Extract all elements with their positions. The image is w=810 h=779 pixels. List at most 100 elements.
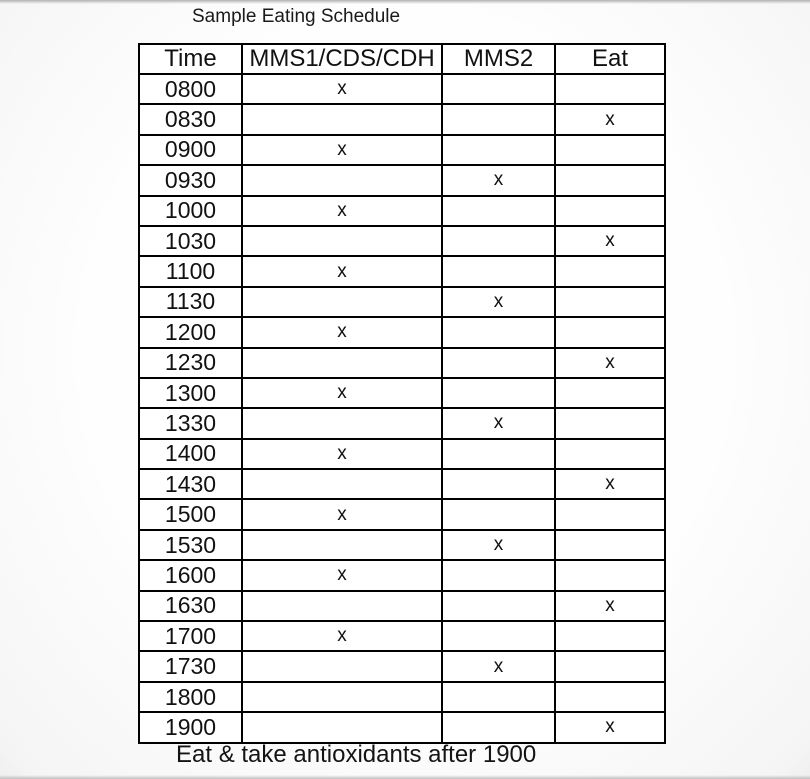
mark-cell [441, 316, 556, 349]
time-cell: 0800 [138, 72, 243, 106]
table-row: 1030 x [138, 224, 666, 258]
table-row: 1430 x [138, 468, 666, 501]
time-cell: 1700 [138, 620, 243, 653]
mark-cell [441, 103, 556, 136]
mark-cell [554, 316, 666, 349]
table-row: 1530 x [138, 528, 666, 562]
mark-cell: x [241, 437, 443, 471]
mark-cell [441, 255, 556, 288]
table-row: 1400 x [138, 437, 666, 471]
table-row: 1000 x [138, 194, 666, 227]
mark-cell [441, 620, 556, 653]
mark-cell [441, 133, 556, 167]
mark-cell [554, 559, 666, 592]
time-cell: 1300 [138, 376, 243, 410]
page-edge-top [0, 0, 810, 4]
time-cell: 1230 [138, 346, 243, 379]
table-row: 1330 x [138, 407, 666, 440]
mark-cell: x [241, 133, 443, 167]
mark-cell: x [241, 498, 443, 531]
time-cell: 1200 [138, 316, 243, 349]
table-row: 1800 [138, 680, 666, 714]
mark-cell: x [241, 559, 443, 592]
table-row: 1500 x [138, 498, 666, 531]
mark-cell: x [441, 650, 556, 683]
time-cell: 1100 [138, 255, 243, 288]
time-cell: 1500 [138, 498, 243, 531]
mark-cell: x [554, 346, 666, 379]
mark-cell [241, 103, 443, 136]
table-row: 0830 x [138, 103, 666, 136]
mark-cell [241, 407, 443, 440]
mark-cell [554, 164, 666, 197]
page-title: Sample Eating Schedule [192, 6, 401, 27]
table-row: 0930 x [138, 164, 666, 197]
table-row: 0900 x [138, 133, 666, 167]
mark-cell: x [241, 194, 443, 227]
time-cell: 0830 [138, 103, 243, 136]
mark-cell: x [554, 103, 666, 136]
mark-cell [441, 498, 556, 531]
table-row: 1630 x [138, 589, 666, 623]
mark-cell [554, 680, 666, 714]
mark-cell [554, 255, 666, 288]
table-row: 1230 x [138, 346, 666, 379]
mark-cell: x [441, 528, 556, 562]
mark-cell [441, 589, 556, 623]
mark-cell [554, 376, 666, 410]
mark-cell: x [241, 72, 443, 106]
mark-cell: x [554, 468, 666, 501]
time-cell: 0930 [138, 164, 243, 197]
mark-cell [441, 680, 556, 714]
column-header-time: Time [138, 43, 243, 75]
mark-cell [441, 224, 556, 258]
mark-cell [241, 650, 443, 683]
mark-cell [441, 559, 556, 592]
table-row: 0800 x [138, 72, 666, 106]
table-row: 1900 x [138, 711, 666, 744]
mark-cell [241, 711, 443, 744]
footer-note: Eat & take antioxidants after 1900 [176, 741, 537, 768]
mark-cell [241, 468, 443, 501]
mark-cell: x [241, 316, 443, 349]
mark-cell [441, 72, 556, 106]
mark-cell [554, 72, 666, 106]
column-header-mms2: MMS2 [441, 43, 556, 75]
mark-cell: x [441, 285, 556, 319]
mark-cell [554, 133, 666, 167]
mark-cell [554, 437, 666, 471]
table-row: 1730 x [138, 650, 666, 683]
mark-cell: x [241, 620, 443, 653]
time-cell: 1000 [138, 194, 243, 227]
mark-cell [241, 528, 443, 562]
mark-cell [554, 285, 666, 319]
time-cell: 1400 [138, 437, 243, 471]
mark-cell [241, 224, 443, 258]
mark-cell: x [554, 224, 666, 258]
table-row: 1700 x [138, 620, 666, 653]
mark-cell [241, 285, 443, 319]
mark-cell [241, 680, 443, 714]
table-row: 1300 x [138, 376, 666, 410]
mark-cell: x [554, 589, 666, 623]
mark-cell: x [441, 407, 556, 440]
time-cell: 1530 [138, 528, 243, 562]
time-cell: 1030 [138, 224, 243, 258]
time-cell: 1630 [138, 589, 243, 623]
mark-cell [441, 194, 556, 227]
mark-cell [241, 164, 443, 197]
time-cell: 0900 [138, 133, 243, 167]
mark-cell: x [554, 711, 666, 744]
table-row: 1200 x [138, 316, 666, 349]
mark-cell: x [241, 376, 443, 410]
mark-cell [441, 346, 556, 379]
time-cell: 1800 [138, 680, 243, 714]
page-edge-bottom [0, 775, 810, 779]
mark-cell [241, 589, 443, 623]
table-row: 1600 x [138, 559, 666, 592]
mark-cell [554, 650, 666, 683]
eating-schedule-table: Time MMS1/CDS/CDH MMS2 Eat 0800 x 0830 x 090… [138, 43, 666, 744]
header-row: Time MMS1/CDS/CDH MMS2 Eat [138, 43, 666, 75]
column-header-mms1-cds-cdh: MMS1/CDS/CDH [241, 43, 443, 75]
